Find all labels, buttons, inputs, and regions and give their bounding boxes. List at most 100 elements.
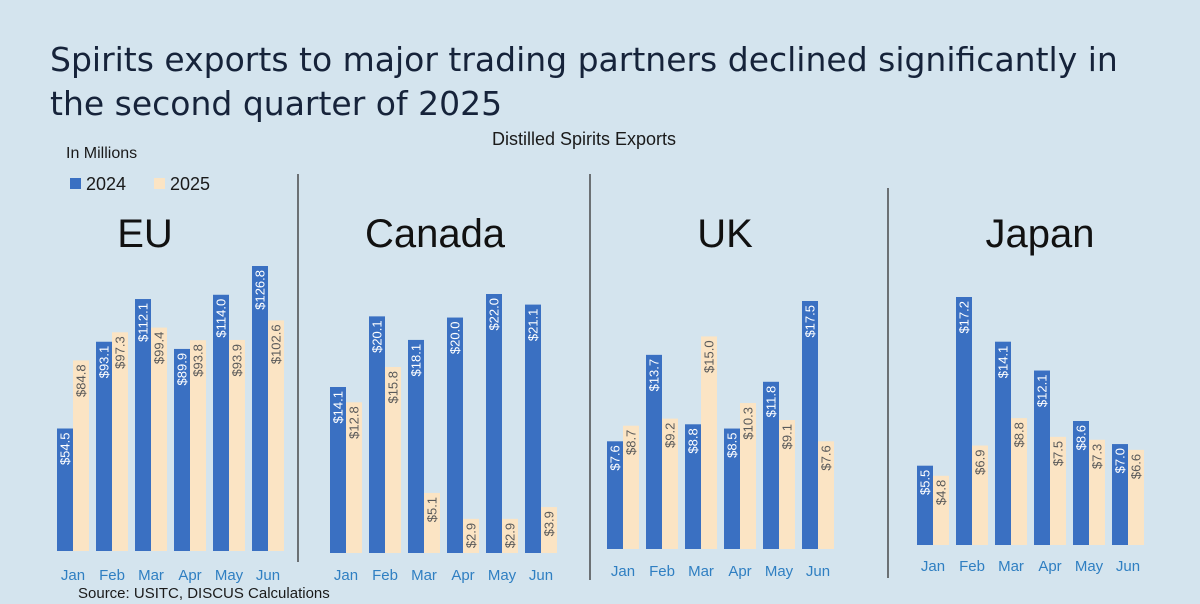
- bar-2025-may: [502, 518, 518, 553]
- month-label: Feb: [649, 563, 675, 580]
- data-label: $8.6: [1074, 425, 1089, 450]
- bar-2025-feb: [385, 366, 401, 553]
- bar-2024-jun: [252, 266, 268, 551]
- data-label: $10.3: [741, 407, 756, 440]
- bar-2025-jun: [1128, 449, 1144, 545]
- bar-2024-may: [1073, 421, 1089, 545]
- month-label: Mar: [998, 558, 1024, 575]
- bar-2025-mar: [1011, 418, 1027, 545]
- data-label: $7.6: [819, 445, 834, 470]
- data-label: $93.1: [97, 346, 112, 379]
- month-label: Feb: [99, 567, 125, 584]
- bar-2024-feb: [646, 354, 662, 549]
- bar-2025-jan: [623, 425, 639, 549]
- page-headline: Spirits exports to major trading partner…: [50, 40, 1118, 123]
- bar-2024-apr: [174, 348, 190, 551]
- month-label: May: [765, 563, 794, 580]
- data-label: $18.1: [409, 344, 424, 377]
- data-label: $20.1: [370, 320, 385, 353]
- month-label: May: [488, 567, 517, 584]
- bar-2024-may: [213, 294, 229, 551]
- legend-label-2024: 2024: [86, 174, 126, 194]
- bar-2025-feb: [662, 418, 678, 549]
- bar-2025-apr: [463, 518, 479, 553]
- bar-2025-jan: [73, 360, 89, 551]
- bar-2024-apr: [1034, 370, 1050, 545]
- data-label: $7.0: [1113, 448, 1128, 473]
- data-label: $89.9: [175, 353, 190, 386]
- data-label: $84.8: [74, 364, 89, 397]
- month-label: May: [1075, 558, 1104, 575]
- bar-2024-jun: [525, 304, 541, 553]
- data-label: $102.6: [269, 324, 284, 364]
- bar-2024-jan: [57, 428, 73, 551]
- data-label: $4.8: [934, 480, 949, 505]
- data-label: $93.9: [230, 344, 245, 377]
- legend: 2024 2025: [70, 174, 210, 194]
- panel-title: Japan: [986, 212, 1095, 256]
- month-label: Apr: [728, 563, 751, 580]
- bar-2024-jan: [917, 465, 933, 545]
- bar-2025-apr: [740, 403, 756, 549]
- data-label: $5.5: [918, 470, 933, 495]
- data-label: $2.9: [464, 523, 479, 548]
- bar-2024-feb: [96, 341, 112, 551]
- data-label: $93.8: [191, 344, 206, 377]
- bar-2024-jan: [330, 387, 346, 553]
- panel-uk: UK$7.6$8.7Jan$13.7$9.2Feb$8.8$15.0Mar$8.…: [607, 212, 834, 580]
- panel-eu: EU $54.5 $84.8 Jan $93.1 $97.3 Feb $112.1$99.4 M…: [57, 212, 284, 584]
- data-label: $12.1: [1035, 375, 1050, 408]
- data-label: $112.1: [136, 303, 151, 342]
- bar-2025-may: [1089, 439, 1105, 545]
- bar-2025-jan: [933, 475, 949, 545]
- panel-canada: Canada $14.1 $12.8 Jan $20.1 $15.8 Feb $18.1 $5.…: [330, 212, 557, 584]
- panel-title: UK: [697, 212, 753, 256]
- bar-2024-mar: [408, 339, 424, 553]
- bar-2025-jun: [818, 441, 834, 549]
- data-label: $15.0: [702, 340, 717, 373]
- month-label: Apr: [178, 567, 201, 584]
- data-label: $17.5: [803, 305, 818, 338]
- month-label: Jun: [529, 567, 553, 584]
- month-label: Jan: [921, 558, 945, 575]
- data-label: $3.9: [542, 511, 557, 536]
- data-label: $8.8: [1012, 422, 1027, 447]
- data-label: $21.1: [526, 309, 541, 342]
- bar-2024-feb: [369, 316, 385, 553]
- data-label: $99.4: [152, 332, 167, 365]
- data-label: $14.1: [331, 391, 346, 424]
- bar-2025-mar: [424, 492, 440, 553]
- bar-2025-apr: [190, 340, 206, 551]
- month-label: Feb: [372, 567, 398, 584]
- chart-title: Distilled Spirits Exports: [492, 129, 676, 149]
- data-label: $12.8: [347, 406, 362, 439]
- data-label: $126.8: [253, 270, 268, 310]
- data-label: $8.8: [686, 428, 701, 453]
- panel-japan: Japan $5.5 $4.8 Jan $17.2 $6.9 Feb $14.1 $8.8 Mar…: [917, 212, 1144, 575]
- month-label: Apr: [451, 567, 474, 584]
- bar-2025-may: [779, 420, 795, 549]
- bar-2025-feb: [112, 332, 128, 551]
- bar-2025-jan: [346, 402, 362, 553]
- data-label: $9.2: [663, 423, 678, 448]
- panel-title: Canada: [365, 212, 506, 256]
- source-note: Source: USITC, DISCUS Calculations: [78, 585, 330, 602]
- data-label: $5.1: [425, 497, 440, 522]
- bar-2025-apr: [1050, 436, 1066, 545]
- units-label: In Millions: [66, 145, 137, 162]
- month-label: Jan: [334, 567, 358, 584]
- legend-label-2025: 2025: [170, 174, 210, 194]
- bar-2024-jan: [607, 441, 623, 549]
- bar-2025-mar: [151, 327, 167, 551]
- legend-swatch-2024: [70, 178, 81, 189]
- data-label: $8.7: [624, 430, 639, 455]
- bar-2024-jun: [1112, 444, 1128, 545]
- month-label: Mar: [688, 563, 714, 580]
- month-label: Jun: [806, 563, 830, 580]
- data-label: $7.5: [1051, 441, 1066, 466]
- data-label: $20.0: [448, 322, 463, 355]
- bar-2024-feb: [956, 297, 972, 545]
- data-label: $17.2: [957, 301, 972, 334]
- data-label: $6.6: [1129, 454, 1144, 479]
